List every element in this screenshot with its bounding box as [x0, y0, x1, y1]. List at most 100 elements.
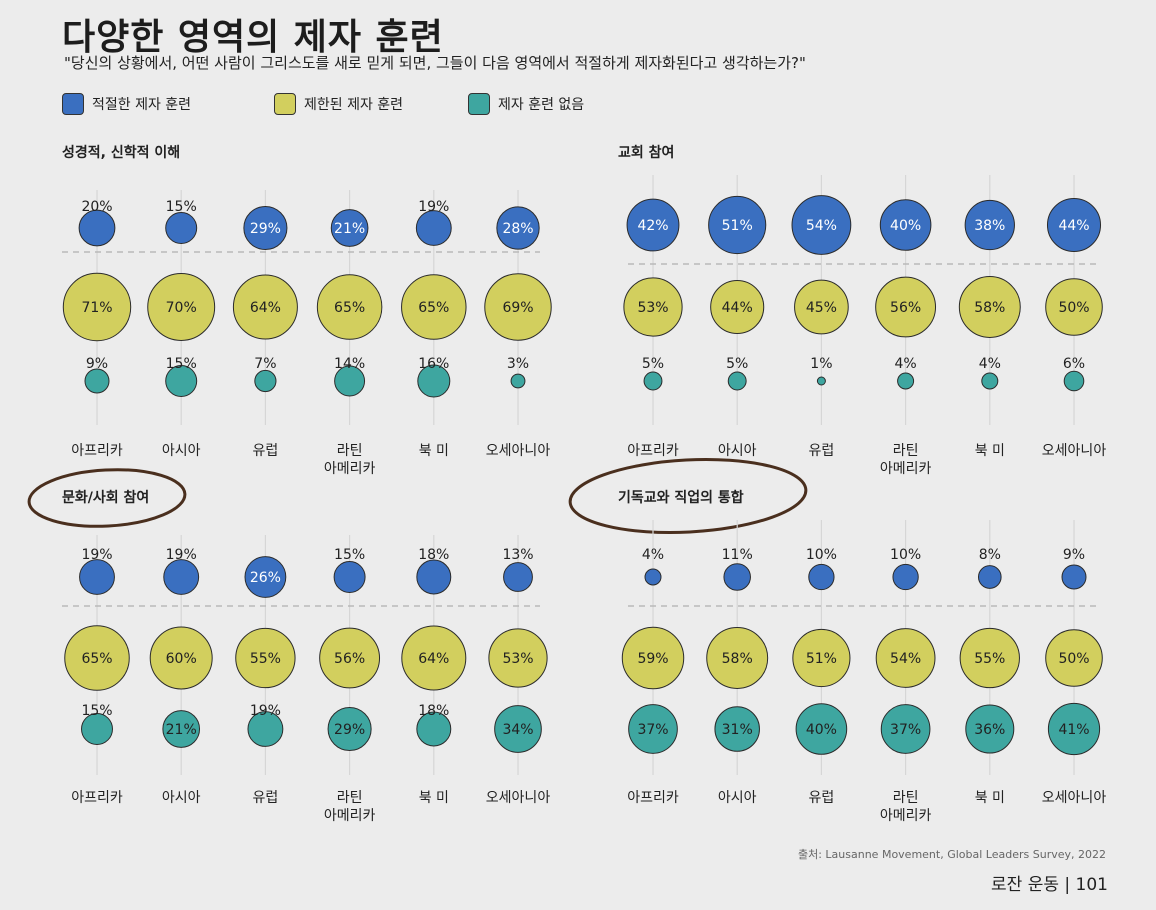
category-label: 라틴: [893, 790, 919, 806]
bubble-none: [247, 711, 284, 747]
data-label: 44%: [722, 300, 753, 316]
bubble-limited: [232, 274, 298, 340]
category-label: 아메리카: [324, 808, 376, 824]
bubble-none: [1047, 702, 1101, 756]
data-label: 42%: [637, 218, 668, 234]
category-label: 유럽: [253, 443, 279, 459]
data-label: 29%: [334, 722, 365, 738]
data-label: 19%: [166, 547, 197, 563]
bubble-adequate: [330, 209, 369, 247]
hand-drawn-circle: [27, 468, 187, 528]
legend-swatch: [62, 93, 84, 115]
data-label: 1%: [810, 356, 832, 372]
bubble-adequate: [1061, 564, 1087, 590]
category-label: 라틴: [337, 443, 363, 459]
bubble-adequate: [708, 195, 767, 255]
legend-label: 적절한 제자 훈련: [92, 97, 192, 113]
bubble-limited: [316, 274, 383, 340]
data-label: 53%: [502, 651, 533, 667]
data-label: 53%: [637, 300, 668, 316]
data-label: 20%: [81, 199, 112, 215]
bubble-none: [727, 371, 747, 391]
chart-panel: 기독교와 직업의 통합 4% 11% 10% 10% 8% 9% 59% 58% 51% 54% 55…: [568, 458, 1106, 824]
data-label: 65%: [334, 300, 365, 316]
data-label: 31%: [722, 722, 753, 738]
source-note: 출처: Lausanne Movement, Global Leaders Su…: [797, 848, 1106, 861]
data-label: 21%: [166, 722, 197, 738]
data-label: 4%: [642, 547, 664, 563]
bubble-adequate: [415, 210, 452, 246]
bubble-adequate: [723, 563, 751, 591]
data-label: 56%: [334, 651, 365, 667]
data-label: 14%: [334, 356, 365, 372]
data-label: 15%: [334, 547, 365, 563]
data-label: 59%: [637, 651, 668, 667]
bubble-limited: [401, 274, 467, 340]
category-label: 유럽: [809, 443, 835, 459]
data-label: 5%: [642, 356, 664, 372]
data-label: 26%: [250, 570, 281, 586]
data-label: 9%: [86, 356, 108, 372]
bubble-limited: [64, 625, 130, 691]
data-label: 37%: [637, 722, 668, 738]
bubble-adequate: [791, 195, 852, 255]
data-label: 58%: [722, 651, 753, 667]
bubble-adequate: [165, 212, 198, 244]
category-label: 아프리카: [71, 443, 123, 459]
data-label: 10%: [806, 547, 837, 563]
page-subtitle: "당신의 상황에서, 어떤 사람이 그리스도를 새로 믿게 되면, 그들이 다음…: [64, 54, 806, 72]
data-label: 9%: [1063, 547, 1085, 563]
data-label: 8%: [979, 547, 1001, 563]
bubble-limited: [959, 627, 1020, 689]
data-label: 69%: [502, 300, 533, 316]
category-label: 아시아: [162, 790, 201, 806]
bubble-none: [162, 710, 201, 748]
data-label: 3%: [507, 356, 529, 372]
bubble-none: [965, 704, 1015, 754]
bubble-none: [81, 713, 113, 745]
bubble-limited: [319, 627, 381, 689]
data-label: 15%: [166, 356, 197, 372]
bubble-limited: [958, 276, 1021, 338]
category-label: 북 미: [975, 790, 1005, 806]
category-label: 북 미: [419, 443, 449, 459]
bubble-limited: [621, 626, 685, 690]
legend-item-adequate: 적절한 제자 훈련: [62, 92, 191, 116]
chart-panel: 문화/사회 참여 19% 19% 26% 15% 18% 13% 65% 60% 55% 56% 64…: [27, 468, 550, 824]
bubble-limited: [1045, 278, 1103, 336]
data-label: 4%: [979, 356, 1001, 372]
category-label: 유럽: [253, 790, 279, 806]
data-label: 40%: [806, 722, 837, 738]
bubble-adequate: [496, 206, 540, 250]
data-label: 41%: [1058, 722, 1089, 738]
panel-title: 교회 참여: [618, 144, 674, 161]
data-label: 7%: [254, 356, 276, 372]
data-label: 13%: [502, 547, 533, 563]
bubble-adequate: [79, 559, 115, 595]
bubble-limited: [623, 277, 683, 337]
bubble-adequate: [243, 205, 288, 251]
data-label: 28%: [502, 221, 533, 237]
bubble-none: [84, 368, 110, 394]
bubble-limited: [706, 627, 769, 689]
data-label: 44%: [1058, 218, 1089, 234]
page-footer: 로잔 운동 | 101: [991, 875, 1108, 895]
data-label: 64%: [250, 300, 281, 316]
data-label: 65%: [81, 651, 112, 667]
data-label: 40%: [890, 218, 921, 234]
data-label: 11%: [722, 547, 753, 563]
bubble-none: [165, 365, 198, 397]
data-label: 18%: [418, 703, 449, 719]
category-label: 아메리카: [880, 808, 932, 824]
bubble-adequate: [1046, 197, 1102, 253]
category-label: 아메리카: [880, 461, 932, 477]
bubble-none: [897, 372, 915, 390]
bubble-none: [880, 704, 931, 754]
data-label: 65%: [418, 300, 449, 316]
bubble-adequate: [977, 565, 1002, 589]
data-label: 54%: [806, 218, 837, 234]
category-label: 유럽: [809, 790, 835, 806]
legend-item-none: 제자 훈련 없음: [468, 92, 584, 116]
data-label: 37%: [890, 722, 921, 738]
bubble-limited: [794, 279, 849, 335]
